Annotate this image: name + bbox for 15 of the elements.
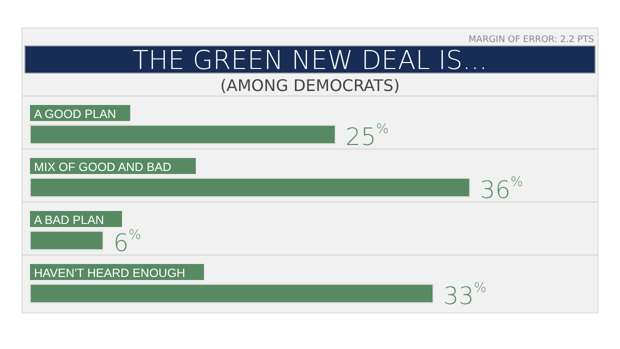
chart-title: THE GREEN NEW DEAL IS...: [132, 46, 488, 76]
data-label: 33$^{%}$: [443, 281, 486, 310]
chart-subtitle: (AMONG DEMOCRATS): [220, 76, 400, 95]
data-label: 6$^{%}$: [113, 228, 142, 257]
text: MARGIN OF ERROR: 2.2 PTS: [468, 35, 594, 45]
bar: [29, 283, 434, 304]
data-label: 36$^{%}$: [480, 175, 524, 204]
y-tick-label: A BAD PLAN: [34, 213, 104, 227]
bar: [29, 230, 104, 251]
y-tick-label: HAVEN'T HEARD ENOUGH: [34, 266, 186, 280]
bar: [29, 177, 471, 198]
y-tick-label: MIX OF GOOD AND BAD: [34, 160, 172, 174]
y-tick-label: A GOOD PLAN: [34, 107, 116, 121]
bar: [29, 124, 336, 145]
data-label: 25$^{%}$: [346, 122, 389, 151]
